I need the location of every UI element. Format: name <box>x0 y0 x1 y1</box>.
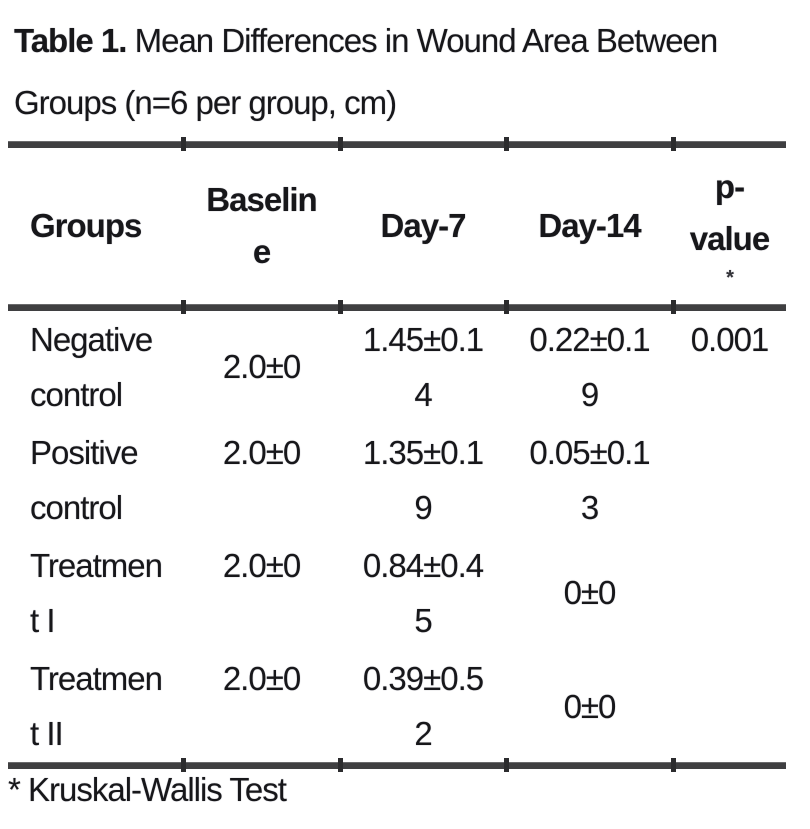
column-divider-tick <box>504 300 509 314</box>
column-divider-tick <box>181 758 186 772</box>
column-divider-tick <box>181 300 186 314</box>
cell-r1-pvalue: 0.001 <box>690 321 770 358</box>
column-divider-tick <box>181 137 186 151</box>
bottom-rule <box>8 762 786 769</box>
cell-r2-groups: Positive control <box>30 434 139 526</box>
cell-r1-groups: Negative control <box>30 321 153 413</box>
cell-r2-pvalue <box>673 423 786 536</box>
column-divider-tick <box>338 137 343 151</box>
cell-r3-pvalue <box>673 536 786 649</box>
cell-r1-baseline: 2.0±0 <box>222 348 301 385</box>
column-divider-tick <box>671 300 676 314</box>
cell-r2-day14: 0.05±0.1 3 <box>529 434 650 526</box>
cell-r2-day7: 1.35±0.1 9 <box>362 434 484 526</box>
header-cell-groups: Groups <box>30 206 142 244</box>
column-divider-tick <box>338 300 343 314</box>
cell-r4-pvalue <box>673 649 786 763</box>
header-cell-baseline: Baselin e <box>206 180 317 270</box>
pvalue-asterisk: * <box>726 266 734 289</box>
cell-r2-baseline: 2.0±0 <box>222 434 301 471</box>
cell-r4-day7: 0.39±0.5 2 <box>362 660 484 752</box>
column-divider-tick <box>504 137 509 151</box>
cell-r3-day7: 0.84±0.4 5 <box>362 547 484 639</box>
caption-text: Mean Differences in Wound Area Between <box>134 22 719 59</box>
cell-r4-day14: 0±0 <box>563 687 617 725</box>
column-divider-tick <box>671 137 676 151</box>
table-caption: Table 1. Mean Differences in Wound Area … <box>14 10 719 134</box>
cell-r1-day14: 0.22±0.1 9 <box>529 321 650 413</box>
cell-r3-day14: 0±0 <box>563 574 617 611</box>
caption-line-1: Table 1. Mean Differences in Wound Area … <box>14 10 719 72</box>
column-divider-tick <box>504 758 509 772</box>
table-number-label: Table 1. <box>14 22 127 59</box>
cell-r3-baseline: 2.0±0 <box>222 547 301 584</box>
cell-r1-day7: 1.45±0.1 4 <box>362 321 484 413</box>
table-body: Negative control 2.0±0 1.45±0.1 4 0.22±0… <box>8 310 786 763</box>
table-footnote: * Kruskal-Wallis Test <box>8 771 287 808</box>
cell-r4-baseline: 2.0±0 <box>222 660 301 697</box>
column-divider-tick <box>671 758 676 772</box>
cell-r4-groups: Treatmen t II <box>30 660 163 752</box>
column-divider-tick <box>338 758 343 772</box>
header-cell-pvalue: p- value * <box>673 147 786 304</box>
caption-line-2: Groups (n=6 per group, cm) <box>14 84 397 121</box>
table-header-row: Groups Baselin e Day-7 Day-14 p- value * <box>8 147 786 304</box>
header-rule <box>8 304 786 311</box>
header-cell-day14: Day-14 <box>538 206 641 244</box>
header-cell-day7: Day-7 <box>380 206 467 244</box>
top-rule <box>8 141 786 148</box>
cell-r3-groups: Treatmen t I <box>30 547 163 639</box>
pvalue-label: p- value <box>689 167 770 257</box>
